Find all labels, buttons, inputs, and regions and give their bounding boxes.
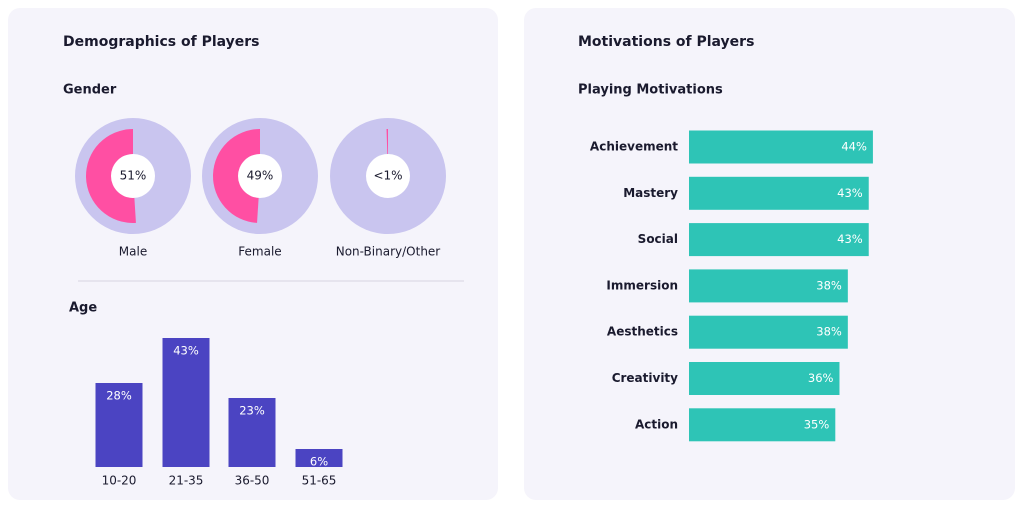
chart-title: Gender [63, 83, 117, 98]
panel-title: Demographics of Players [63, 34, 260, 50]
category-label: 21-35 [169, 474, 204, 488]
category-label: Mastery [623, 186, 678, 200]
category-label: 10-20 [102, 474, 137, 488]
data-label: 28% [106, 389, 132, 403]
data-label: 44% [841, 140, 867, 154]
category-label: Achievement [590, 140, 678, 154]
bar [689, 362, 840, 395]
category-label: Aesthetics [607, 325, 678, 339]
category-label: Female [238, 245, 281, 259]
chart-title: Playing Motivations [578, 83, 723, 98]
panel-title: Motivations of Players [578, 34, 754, 50]
data-label: 38% [816, 325, 842, 339]
data-label: <1% [373, 169, 402, 183]
bar [689, 315, 848, 349]
category-label: Creativity [612, 371, 678, 385]
data-label: 51% [120, 169, 147, 183]
data-label: 43% [837, 186, 863, 200]
category-label: 51-65 [302, 474, 337, 488]
data-label: 23% [239, 404, 265, 418]
category-label: 36-50 [235, 474, 270, 488]
bar [689, 408, 836, 442]
data-label: 6% [310, 455, 328, 469]
category-label: Social [638, 232, 678, 246]
data-label: 43% [173, 344, 199, 358]
data-label: 38% [816, 278, 842, 292]
data-label: 43% [837, 232, 863, 246]
category-label: Immersion [606, 278, 678, 292]
bar [228, 398, 276, 467]
data-label: 36% [808, 371, 834, 385]
donut-slice [213, 129, 260, 223]
bar [162, 338, 210, 467]
bar [689, 176, 869, 210]
category-label: Male [119, 245, 147, 259]
bar [95, 383, 143, 467]
bar [689, 223, 869, 257]
bar [689, 130, 873, 164]
donut-slice [85, 129, 136, 224]
donut-hole [366, 154, 410, 198]
bar [689, 269, 848, 303]
donut-hole [111, 154, 155, 198]
bar [295, 449, 343, 467]
donut-hole [238, 154, 282, 198]
chart-title: Age [69, 301, 97, 316]
category-label: Non-Binary/Other [336, 245, 441, 259]
data-label: 49% [247, 169, 274, 183]
data-label: 35% [804, 417, 830, 431]
category-label: Action [635, 417, 678, 431]
